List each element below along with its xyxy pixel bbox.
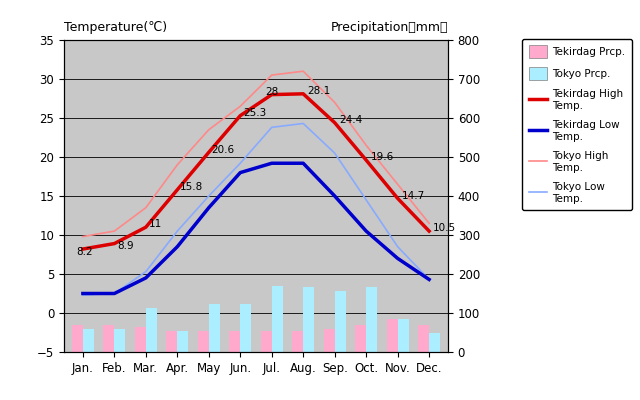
Tekirdag Low
Temp. [394,256,401,261]
Tokyo Low
Temp. [111,291,118,296]
Tekirdag High
Temp. [173,187,181,192]
Tekirdag Low
Temp. [331,194,339,198]
Line: Tekirdag High
Temp.: Tekirdag High Temp. [83,94,429,249]
Tokyo Low
Temp. [268,125,276,130]
Tokyo Low
Temp. [205,194,212,198]
Tokyo Low
Temp. [362,198,370,202]
Text: Temperature(℃): Temperature(℃) [64,21,167,34]
Tekirdag High
Temp. [236,113,244,118]
Bar [229,331,240,352]
Text: 10.5: 10.5 [433,223,456,233]
Text: 19.6: 19.6 [371,152,394,162]
Tekirdag Low
Temp. [268,161,276,166]
Bar [292,331,303,352]
Tokyo High
Temp. [362,143,370,148]
Tokyo High
Temp. [173,162,181,167]
Tokyo Low
Temp. [236,161,244,166]
Tekirdag Low
Temp. [79,291,87,296]
Tekirdag Low
Temp. [205,205,212,210]
Tekirdag Low
Temp. [142,276,150,280]
Tekirdag High
Temp. [300,92,307,96]
Bar [83,329,94,352]
Bar [115,329,125,352]
Bar [303,287,314,352]
Line: Tokyo Low
Temp.: Tokyo Low Temp. [83,124,429,295]
Tokyo Low
Temp. [394,244,401,249]
Text: 25.3: 25.3 [243,108,266,118]
Bar [387,319,397,352]
Text: 28.1: 28.1 [307,86,331,96]
Tokyo High
Temp. [236,104,244,109]
Bar [146,308,157,352]
Tokyo High
Temp. [268,73,276,78]
Bar [335,291,346,352]
Bar [198,331,209,352]
Tekirdag Low
Temp. [111,291,118,296]
Bar [135,327,146,352]
Bar [260,331,272,352]
Tokyo High
Temp. [300,69,307,74]
Tokyo Low
Temp. [173,229,181,234]
Text: 14.7: 14.7 [402,190,425,200]
Tekirdag High
Temp. [142,225,150,230]
Bar [418,325,429,352]
Tekirdag Low
Temp. [362,229,370,234]
Text: 8.9: 8.9 [117,241,134,251]
Tekirdag High
Temp. [331,120,339,125]
Tokyo Low
Temp. [142,269,150,274]
Tekirdag High
Temp. [425,229,433,234]
Bar [177,331,188,352]
Tokyo High
Temp. [425,221,433,226]
Tokyo High
Temp. [79,234,87,239]
Tokyo Low
Temp. [425,277,433,282]
Tekirdag High
Temp. [268,92,276,97]
Legend: Tekirdag Prcp., Tokyo Prcp., Tekirdag High
Temp., Tekirdag Low
Temp., Tokyo High: Tekirdag Prcp., Tokyo Prcp., Tekirdag Hi… [522,39,632,210]
Bar [240,304,252,352]
Tokyo High
Temp. [142,205,150,210]
Tokyo Low
Temp. [331,151,339,156]
Text: Precipitation（mm）: Precipitation（mm） [330,21,448,34]
Tekirdag High
Temp. [79,247,87,252]
Tekirdag Low
Temp. [300,161,307,166]
Tekirdag High
Temp. [111,241,118,246]
Tekirdag Low
Temp. [173,244,181,249]
Tokyo High
Temp. [205,127,212,132]
Bar [429,332,440,352]
Text: 20.6: 20.6 [212,144,235,154]
Tokyo Low
Temp. [300,121,307,126]
Bar [397,319,409,352]
Bar [272,286,283,352]
Tekirdag Low
Temp. [236,170,244,175]
Tokyo High
Temp. [331,100,339,105]
Bar [324,329,335,352]
Tekirdag High
Temp. [362,158,370,162]
Bar [166,331,177,352]
Text: 24.4: 24.4 [339,115,362,125]
Tekirdag Low
Temp. [425,277,433,282]
Line: Tokyo High
Temp.: Tokyo High Temp. [83,71,429,236]
Text: 15.8: 15.8 [180,182,204,192]
Text: 8.2: 8.2 [76,247,93,257]
Line: Tekirdag Low
Temp.: Tekirdag Low Temp. [83,163,429,294]
Tokyo High
Temp. [111,229,118,234]
Bar [209,304,220,352]
Bar [366,287,377,352]
Tekirdag High
Temp. [394,196,401,201]
Tokyo High
Temp. [394,182,401,187]
Text: 28: 28 [265,87,278,97]
Bar [72,325,83,352]
Tekirdag High
Temp. [205,150,212,155]
Text: 11: 11 [148,220,162,230]
Tokyo Low
Temp. [79,293,87,298]
Bar [355,325,366,352]
Bar [103,325,115,352]
